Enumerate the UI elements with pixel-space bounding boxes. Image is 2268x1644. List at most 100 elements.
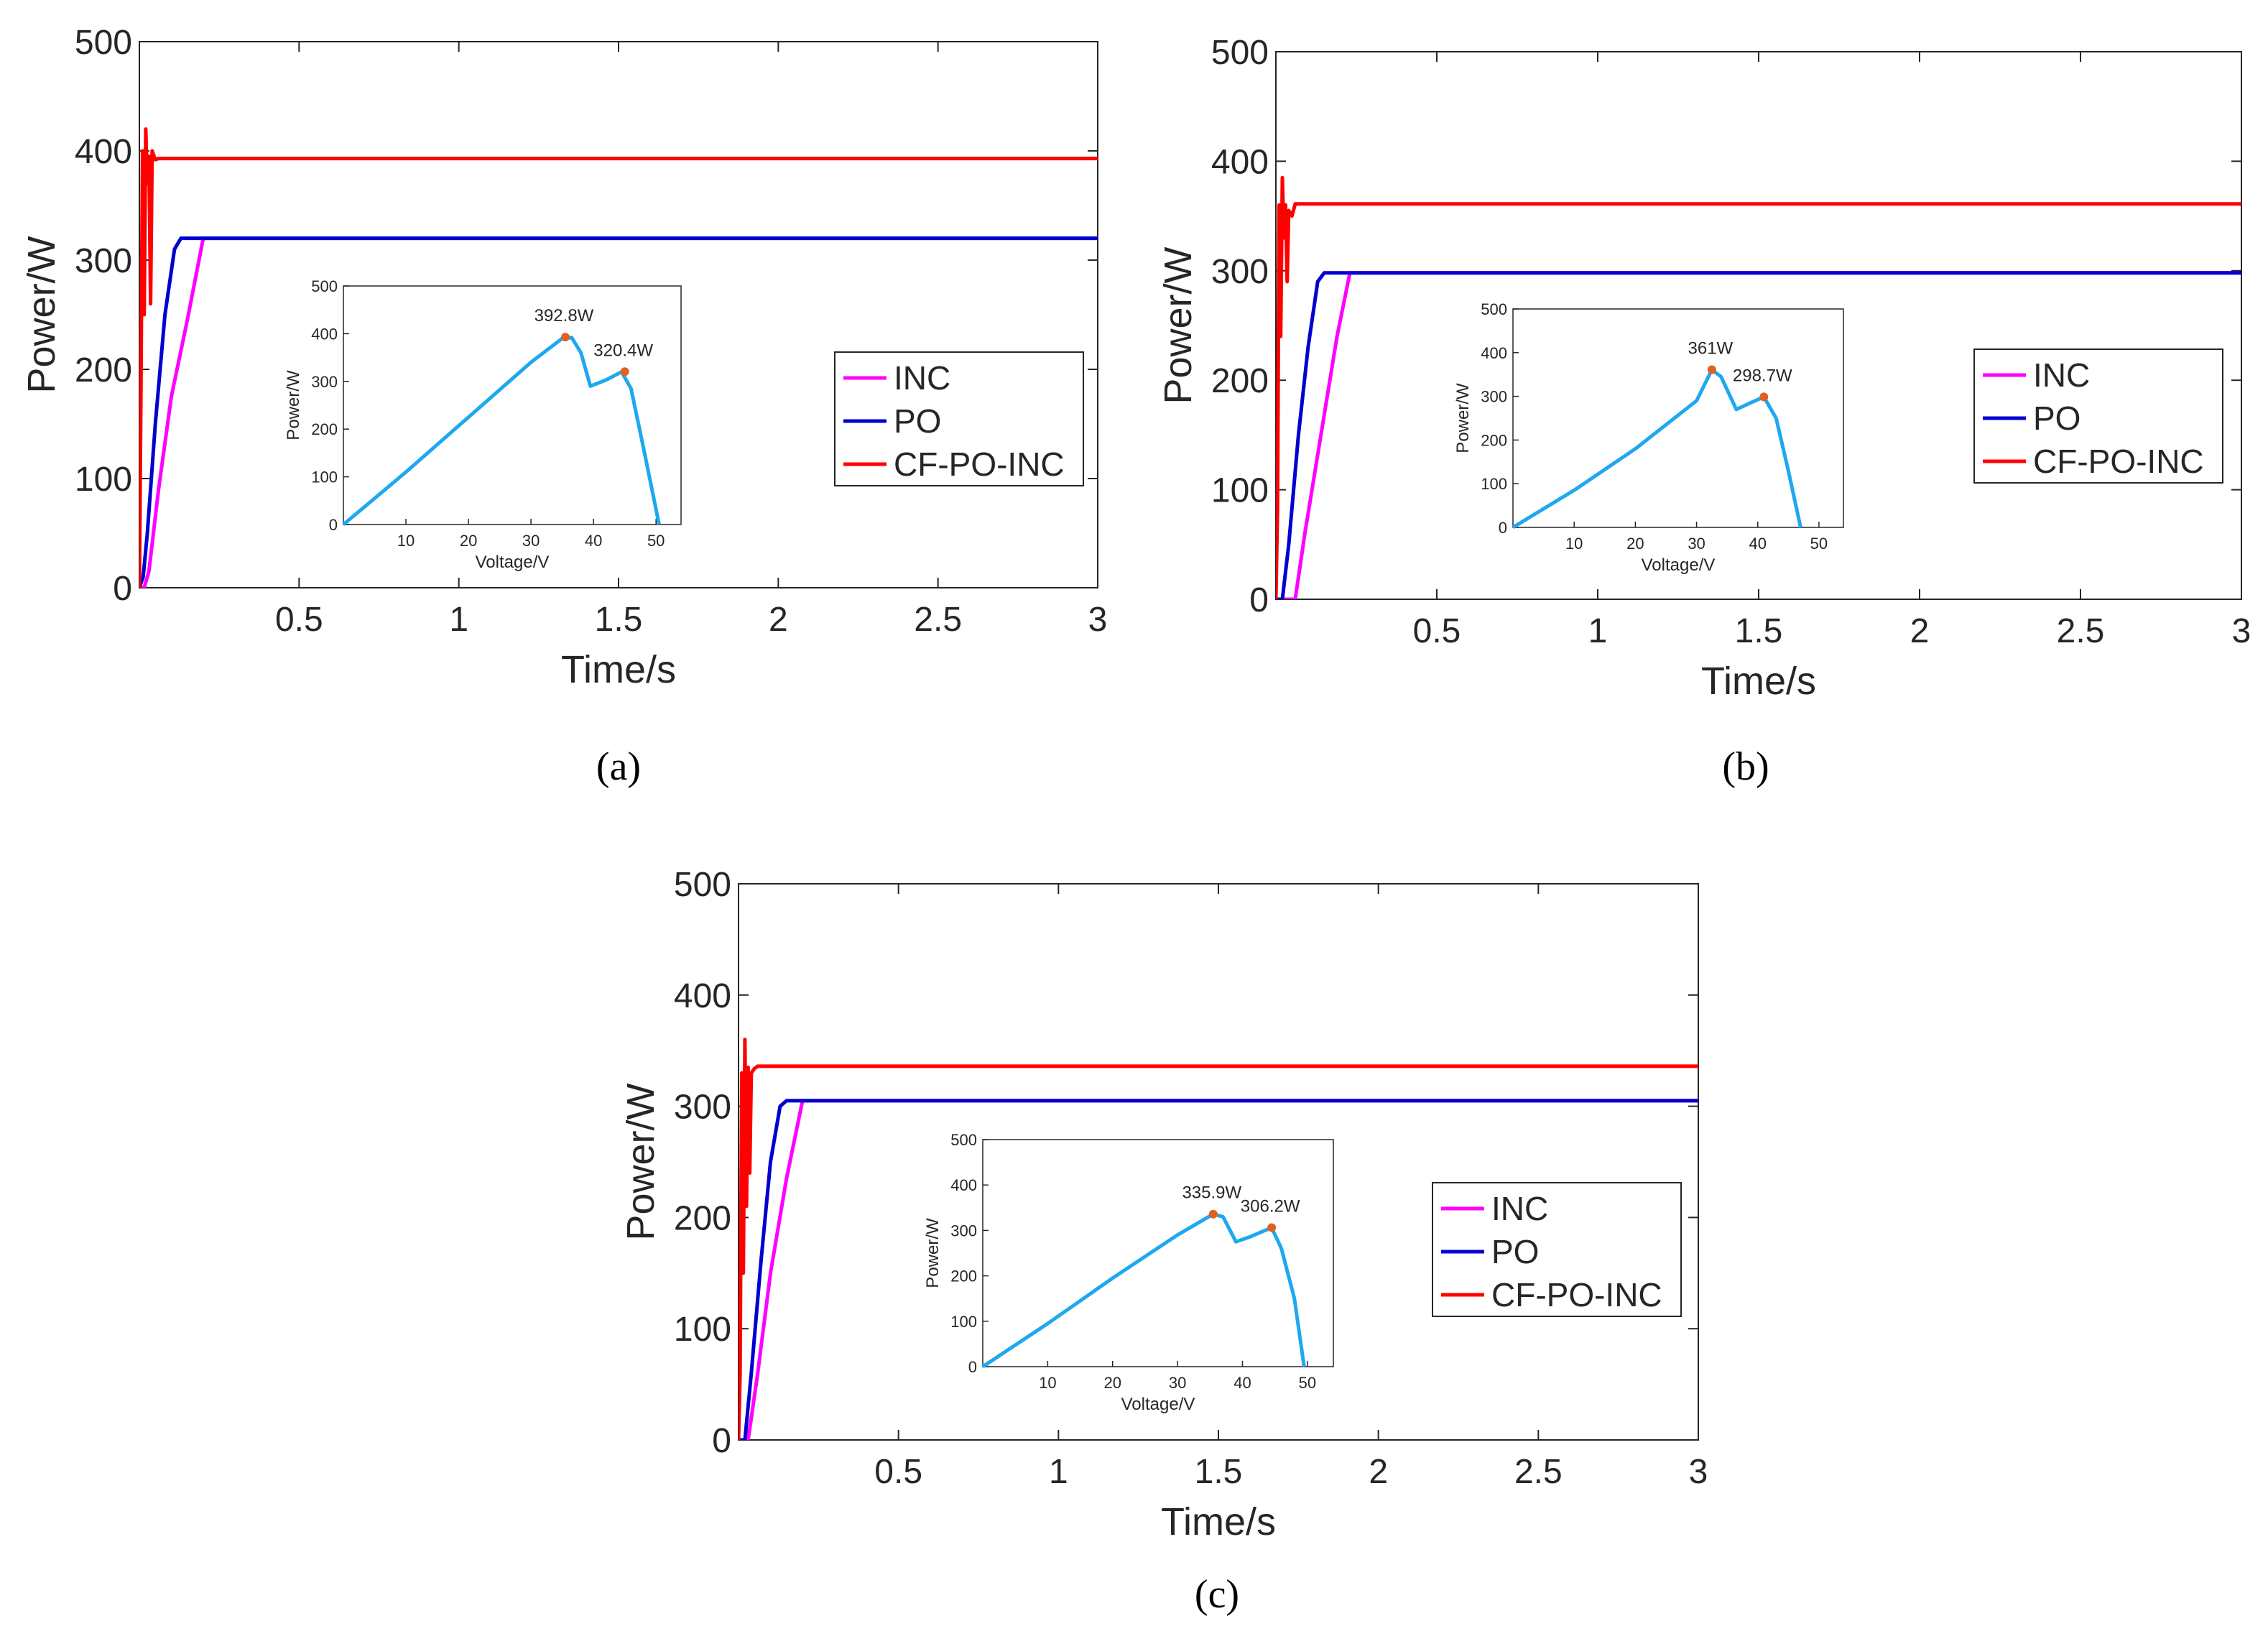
legend-label: PO — [1491, 1233, 1539, 1270]
legend-label: PO — [2033, 400, 2080, 437]
inset-y-tick-label: 200 — [311, 420, 338, 438]
legend: INC PO CF-PO-INC — [1432, 1182, 1682, 1317]
series-line-cf-po-inc — [139, 127, 1098, 588]
peak-marker — [620, 367, 629, 377]
x-tick-label: 2.5 — [914, 601, 962, 639]
inset-x-tick-label: 10 — [397, 532, 415, 550]
inset-x-tick-label: 10 — [1565, 535, 1583, 553]
inset-x-axis-label: Voltage/V — [1121, 1395, 1195, 1414]
x-tick-label: 0.5 — [1413, 612, 1461, 650]
x-tick-label: 2 — [1369, 1453, 1388, 1491]
legend-label: PO — [894, 402, 941, 440]
x-tick-label: 1 — [1049, 1453, 1068, 1491]
inset-y-axis-label: Power/W — [1453, 383, 1473, 453]
y-tick-label: 100 — [674, 1311, 731, 1349]
inset-y-tick-label: 0 — [1499, 519, 1507, 537]
y-tick-label: 400 — [75, 133, 132, 171]
series-line-po — [139, 236, 1098, 588]
figure-caption: (b) — [1722, 744, 1769, 789]
pv-curve-line — [342, 336, 661, 526]
inset-x-tick-label: 40 — [1749, 535, 1766, 553]
inset-x-tick-label: 30 — [1169, 1374, 1186, 1392]
inset-chart: 0 100 200 300 400 500 10 20 30 40 50 Voltage/V Power… — [923, 1131, 1334, 1414]
peak-label: 306.2W — [1241, 1196, 1300, 1216]
pv-curve-line — [981, 1212, 1306, 1369]
y-tick-label: 0 — [712, 1422, 731, 1460]
x-tick-label: 1 — [1588, 612, 1608, 650]
inset-plot-area — [343, 285, 682, 525]
legend: INC PO CF-PO-INC — [834, 351, 1084, 486]
y-tick-label: 500 — [674, 866, 731, 904]
x-tick-label: 1.5 — [1195, 1453, 1243, 1491]
y-tick-label: 0 — [113, 570, 132, 608]
inset-y-tick-label: 500 — [950, 1131, 977, 1149]
y-tick-label: 100 — [75, 461, 132, 499]
inset-x-tick-label: 40 — [1233, 1374, 1251, 1392]
pv-curve-line — [1512, 368, 1802, 530]
series-group — [1276, 175, 2241, 599]
series-group — [739, 1038, 1698, 1440]
legend-label: CF-PO-INC — [894, 445, 1065, 483]
inset-y-tick-label: 400 — [1481, 344, 1507, 362]
y-tick-label: 300 — [75, 242, 132, 280]
x-tick-label: 1.5 — [595, 601, 643, 639]
x-axis-label: Time/s — [1701, 660, 1816, 703]
inset-x-tick-label: 20 — [1626, 535, 1644, 553]
x-tick-label: 3 — [1689, 1453, 1708, 1491]
inset-chart: 0 100 200 300 400 500 10 20 30 40 50 Voltage/V Power… — [284, 277, 682, 572]
inset-x-tick-label: 20 — [1103, 1374, 1121, 1392]
x-tick-label: 2.5 — [2057, 612, 2105, 650]
x-tick-label: 2.5 — [1514, 1453, 1563, 1491]
inset-y-tick-label: 100 — [1481, 475, 1507, 493]
inset-y-axis-label: Power/W — [284, 370, 303, 440]
legend-label: INC — [1491, 1190, 1548, 1227]
inset-x-tick-label: 30 — [522, 532, 540, 550]
y-tick-label: 200 — [75, 351, 132, 389]
y-tick-label: 200 — [674, 1199, 731, 1237]
inset-y-tick-label: 500 — [311, 277, 338, 295]
inset-x-tick-label: 10 — [1039, 1374, 1056, 1392]
series-line-cf-po-inc — [1276, 175, 2241, 599]
inset-y-tick-label: 200 — [1481, 431, 1507, 449]
peak-label: 298.7W — [1733, 366, 1792, 385]
inset-x-axis-label: Voltage/V — [1642, 555, 1716, 575]
inset-x-tick-label: 50 — [1299, 1374, 1316, 1392]
x-tick-label: 2 — [769, 601, 788, 639]
legend-label: CF-PO-INC — [1491, 1276, 1662, 1313]
inset-y-tick-label: 300 — [311, 373, 338, 391]
x-axis-label: Time/s — [1161, 1500, 1276, 1543]
inset-y-tick-label: 0 — [968, 1358, 977, 1376]
peak-marker — [1707, 365, 1716, 374]
figure-caption: (a) — [596, 744, 641, 789]
inset-y-tick-label: 400 — [311, 325, 338, 343]
peak-label: 335.9W — [1182, 1183, 1241, 1203]
inset-x-axis-label: Voltage/V — [476, 553, 550, 572]
legend: INC PO CF-PO-INC — [1973, 348, 2223, 484]
inset-x-tick-label: 20 — [460, 532, 477, 550]
inset-chart: 0 100 200 300 400 500 10 20 30 40 50 Voltage/V Power… — [1453, 300, 1844, 575]
y-tick-label: 500 — [75, 24, 132, 62]
inset-plot-area — [1512, 308, 1844, 528]
inset-y-tick-label: 400 — [950, 1176, 977, 1194]
peak-label: 361W — [1688, 339, 1734, 359]
y-tick-label: 400 — [674, 977, 731, 1015]
y-tick-label: 0 — [1249, 581, 1269, 619]
series-line-po — [739, 1099, 1698, 1440]
inset-y-tick-label: 500 — [1481, 300, 1507, 318]
y-tick-label: 200 — [1211, 362, 1269, 400]
inset-x-tick-label: 40 — [585, 532, 602, 550]
series-line-cf-po-inc — [739, 1038, 1698, 1440]
x-tick-label: 1.5 — [1735, 612, 1783, 650]
y-axis-label: Power/W — [619, 1083, 662, 1240]
legend-label: CF-PO-INC — [2033, 443, 2204, 480]
y-axis-label: Power/W — [1157, 246, 1200, 404]
x-tick-label: 2 — [1910, 612, 1930, 650]
x-tick-label: 1 — [449, 601, 468, 639]
y-tick-label: 100 — [1211, 472, 1269, 510]
x-tick-label: 3 — [2232, 612, 2251, 650]
y-tick-label: 500 — [1211, 34, 1269, 72]
inset-x-tick-label: 30 — [1688, 535, 1705, 553]
